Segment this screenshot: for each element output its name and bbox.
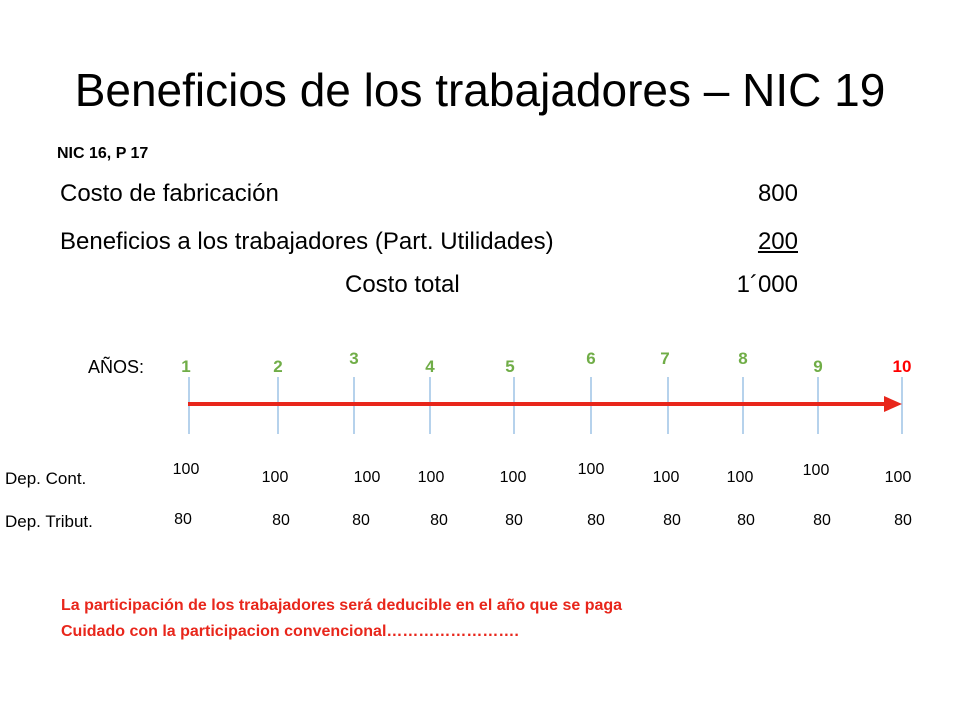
dep-tribut-value: 80 (813, 512, 831, 529)
costo-total-value: 1´000 (736, 271, 798, 298)
dep-tribut-value: 80 (505, 512, 523, 529)
dep-tribut-value: 80 (174, 511, 192, 528)
beneficios-trabajadores-value: 200 (757, 228, 798, 255)
dep-tribut-label: Dep. Tribut. (5, 512, 93, 531)
costo-fabricacion-value: 800 (757, 180, 798, 207)
dep-cont-value: 100 (577, 461, 605, 478)
dep-tribut-value: 80 (272, 512, 290, 529)
reference-label: NIC 16, P 17 (57, 145, 149, 162)
year-10: 10 (892, 357, 912, 376)
costo-total-label: Costo total (345, 271, 460, 298)
dep-tribut-value: 80 (352, 512, 370, 529)
year-6: 6 (586, 349, 596, 368)
year-2: 2 (273, 357, 283, 376)
year-1: 1 (181, 357, 191, 376)
year-4: 4 (425, 357, 435, 376)
dep-tribut-value: 80 (587, 512, 605, 529)
slide-title: Beneficios de los trabajadores – NIC 19 (74, 64, 886, 116)
years-label: AÑOS: (88, 357, 145, 377)
note-deducible: La participación de los trabajadores ser… (61, 597, 623, 614)
note-participacion-convencional: Cuidado con la participacion convenciona… (61, 623, 519, 640)
arrow-head-icon (884, 396, 902, 412)
year-9: 9 (813, 357, 823, 376)
dep-tribut-value: 80 (430, 512, 448, 529)
dep-cont-value: 100 (802, 462, 830, 479)
costo-fabricacion-label: Costo de fabricación (60, 180, 279, 207)
dep-cont-value: 100 (726, 469, 754, 486)
dep-cont-value: 100 (417, 469, 445, 486)
dep-cont-value: 100 (884, 469, 912, 486)
beneficios-trabajadores-label: Beneficios a los trabajadores (Part. Uti… (60, 228, 554, 255)
dep-cont-value: 100 (499, 469, 527, 486)
dep-cont-value: 100 (353, 469, 381, 486)
year-7: 7 (660, 349, 670, 368)
dep-cont-value: 100 (261, 469, 289, 486)
dep-tribut-value: 80 (663, 512, 681, 529)
dep-cont-value: 100 (652, 469, 680, 486)
dep-tribut-value: 80 (737, 512, 755, 529)
dep-cont-label: Dep. Cont. (5, 469, 87, 488)
year-3: 3 (349, 349, 359, 368)
year-5: 5 (505, 357, 515, 376)
dep-tribut-value: 80 (894, 512, 912, 529)
year-8: 8 (738, 349, 748, 368)
dep-cont-value: 100 (172, 461, 200, 478)
